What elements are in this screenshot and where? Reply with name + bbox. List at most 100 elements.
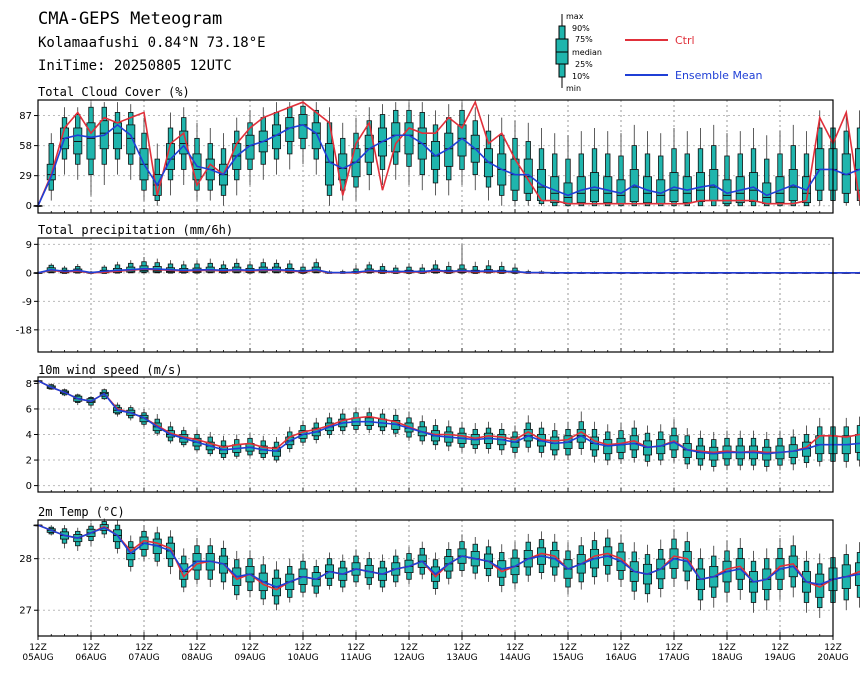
box-upper-decile (697, 437, 704, 447)
ensemble-box (483, 114, 494, 201)
ensemble-box (298, 553, 308, 598)
ensemble-box (841, 417, 851, 468)
ensemble-box (457, 244, 467, 274)
x-tick-date-label: 18AUG (711, 653, 742, 663)
box-upper-decile (512, 267, 518, 272)
box-upper-decile (644, 153, 651, 178)
x-tick-hour-label: 12Z (612, 643, 630, 653)
box-lower-decile (300, 137, 306, 150)
ensemble-box (603, 131, 613, 207)
legend-p10: 10% (572, 72, 590, 81)
box-upper-decile (485, 265, 492, 271)
panel-temp-title: 2m Temp (°C) (38, 505, 125, 519)
box-upper-decile (446, 266, 452, 271)
box-lower-decile (379, 579, 386, 588)
x-tick-hour-label: 12Z (506, 643, 524, 653)
box-lower-decile (711, 586, 717, 598)
box-lower-decile (313, 435, 319, 441)
x-tick-date-label: 13AUG (446, 653, 477, 663)
box-lower-decile (366, 161, 372, 176)
box-upper-decile (220, 547, 227, 557)
box-upper-decile (207, 262, 213, 268)
ensemble-box (854, 416, 860, 467)
box-lower-decile (525, 192, 531, 201)
box-upper-decile (326, 558, 333, 566)
ensemble-box (709, 124, 719, 207)
y-tick-label: 2 (26, 456, 32, 467)
box-lower-decile (525, 566, 531, 576)
box-interquartile (245, 134, 255, 160)
x-tick-date-label: 15AUG (552, 653, 583, 663)
box-lower-decile (114, 148, 121, 160)
box-lower-decile (313, 585, 319, 594)
box-upper-decile (406, 266, 412, 271)
y-tick-label: 27 (19, 606, 32, 617)
box-upper-decile (75, 114, 81, 129)
legend-box-glyph (555, 14, 569, 88)
ensemble-box (338, 122, 348, 201)
ensemble-box (815, 417, 825, 467)
x-tick-hour-label: 12Z (29, 643, 47, 653)
box-lower-decile (167, 436, 174, 442)
box-lower-decile (631, 449, 637, 458)
legend-p90: 90% (572, 24, 590, 33)
box-upper-decile (141, 132, 147, 150)
box-lower-decile (485, 443, 492, 449)
box-lower-decile (273, 455, 280, 461)
box-upper-decile (565, 428, 571, 437)
box-lower-decile (260, 151, 266, 165)
x-tick-hour-label: 12Z (400, 643, 418, 653)
ensemble-box (245, 433, 255, 458)
x-tick-date-label: 06AUG (75, 653, 106, 663)
box-lower-decile (114, 541, 121, 549)
box-interquartile (457, 124, 467, 157)
box-upper-decile (538, 148, 545, 170)
chart-title: CMA-GEPS Meteogram (38, 9, 222, 29)
ensemble-box (682, 131, 692, 207)
box-upper-decile (194, 545, 200, 554)
box-upper-decile (750, 437, 757, 447)
box-lower-decile (644, 454, 651, 462)
box-lower-decile (459, 155, 465, 170)
box-lower-decile (393, 428, 399, 434)
box-upper-decile (419, 112, 425, 129)
ensemble-box (457, 102, 467, 186)
box-lower-decile (181, 153, 187, 170)
box-upper-decile (472, 120, 478, 136)
ensemble-box (152, 258, 162, 274)
box-lower-decile (353, 425, 359, 430)
box-lower-decile (247, 158, 253, 170)
box-upper-decile (167, 426, 174, 432)
y-tick-label: 29 (19, 171, 32, 182)
box-upper-decile (777, 547, 783, 560)
panel-wind-grid (38, 377, 833, 492)
ensemble-box (86, 102, 96, 196)
box-lower-decile (803, 455, 810, 464)
box-upper-decile (777, 153, 783, 178)
x-tick-hour-label: 12Z (241, 643, 259, 653)
box-lower-decile (446, 570, 452, 579)
init-time-label: IniTime: 20250805 12UTC (38, 58, 232, 74)
box-upper-decile (207, 143, 213, 160)
box-lower-decile (644, 583, 651, 595)
box-lower-decile (697, 201, 704, 207)
box-lower-decile (790, 457, 796, 465)
panel-precip-title: Total precipitation (mm/6h) (38, 223, 233, 237)
x-tick-hour-label: 12Z (453, 643, 471, 653)
box-lower-decile (393, 574, 399, 583)
ensemble-mean-series-line (37, 380, 860, 455)
box-lower-decile (552, 202, 558, 207)
y-tick-label: 9 (26, 240, 32, 251)
legend-median: median (572, 48, 602, 57)
box-upper-decile (406, 109, 412, 124)
ensemble-box (775, 430, 785, 471)
box-upper-decile (273, 569, 280, 579)
box-lower-decile (658, 578, 664, 589)
box-upper-decile (684, 435, 690, 444)
legend-p25: 25% (575, 60, 593, 69)
box-upper-decile (313, 422, 319, 429)
box-upper-decile (764, 439, 770, 448)
box-upper-decile (154, 532, 160, 540)
box-interquartile (126, 124, 136, 155)
box-lower-decile (724, 458, 730, 466)
